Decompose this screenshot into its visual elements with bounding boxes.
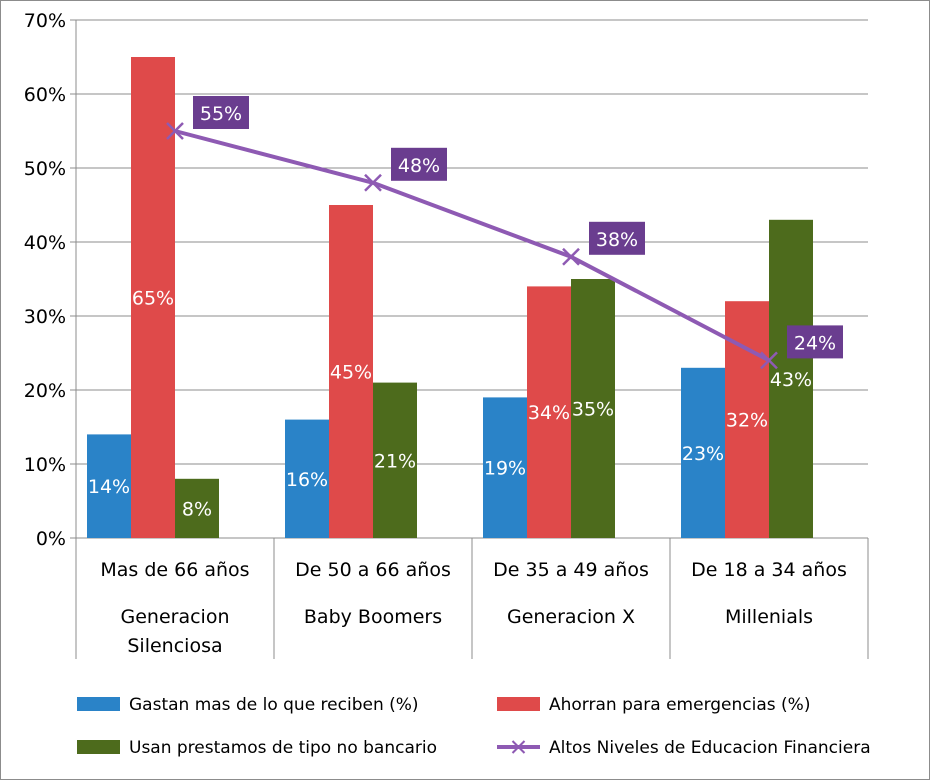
bar [571, 279, 615, 538]
line-data-label-box [391, 147, 447, 181]
x-category-label: Generacion [121, 606, 230, 628]
line-marker [364, 173, 382, 192]
x-category-label: De 35 a 49 años [493, 559, 649, 581]
bar-data-label: 35% [572, 399, 614, 421]
y-tick-label: 70% [24, 10, 66, 32]
legend-item: Gastan mas de lo que reciben (%) [77, 695, 419, 715]
bar-data-label: 45% [330, 362, 372, 384]
x-category-label: Generacion X [507, 606, 635, 628]
y-tick-label: 10% [24, 454, 66, 476]
y-tick-label: 30% [24, 306, 66, 328]
x-category-label: Silenciosa [127, 635, 222, 657]
bar [527, 286, 571, 538]
bar [483, 397, 527, 538]
line-marker [166, 122, 184, 140]
legend-label: Usan prestamos de tipo no bancario [129, 738, 437, 758]
bar [329, 205, 373, 538]
bar-data-label: 19% [484, 458, 526, 480]
bar-data-label: 34% [528, 402, 570, 424]
y-tick-label: 20% [24, 380, 66, 402]
x-category-label: Baby Boomers [304, 606, 442, 628]
legend-label: Gastan mas de lo que reciben (%) [129, 695, 419, 715]
legend-marker [511, 740, 526, 754]
marker-stroke [562, 247, 580, 266]
x-category-label: Millenials [725, 606, 813, 628]
y-tick-label: 0% [36, 528, 66, 550]
line-data-label-box [787, 325, 843, 359]
legend-swatch [77, 697, 120, 711]
bar [87, 434, 131, 538]
y-tick-label: 60% [24, 84, 66, 106]
legend-item: Usan prestamos de tipo no bancario [77, 738, 437, 758]
legend-swatch [77, 740, 120, 754]
x-category-label: De 50 a 66 años [295, 559, 451, 581]
bar [175, 478, 219, 538]
y-tick-label: 40% [24, 232, 66, 254]
line-marker [562, 247, 580, 266]
legend-item: Ahorran para emergencias (%) [497, 695, 810, 715]
line-marker [760, 351, 778, 370]
line-data-label: 38% [596, 229, 638, 251]
legend-swatch [497, 697, 540, 711]
bar-data-label: 65% [132, 288, 174, 310]
bar-data-label: 14% [88, 476, 130, 498]
bar [373, 382, 417, 538]
line-data-label: 24% [794, 332, 836, 354]
legend-label: Altos Niveles de Educacion Financiera [549, 738, 871, 758]
marker-stroke [364, 173, 382, 192]
line-series [174, 129, 770, 363]
bar-data-label: 8% [182, 498, 212, 520]
line-data-label: 48% [398, 155, 440, 177]
marker-stroke [166, 122, 184, 140]
bar-data-label: 32% [726, 410, 768, 432]
line-data-label-box [193, 96, 249, 129]
x-category-label: De 18 a 34 años [691, 559, 847, 581]
bar [285, 419, 329, 538]
bar-data-label: 43% [770, 369, 812, 391]
bar-data-label: 16% [286, 469, 328, 491]
bar [769, 219, 813, 539]
legend-label: Ahorran para emergencias (%) [549, 695, 810, 715]
legend-item: Altos Niveles de Educacion Financiera [497, 738, 871, 758]
bar-data-label: 21% [374, 450, 416, 472]
bar [681, 367, 725, 538]
marker-stroke [760, 351, 778, 370]
y-tick-label: 50% [24, 158, 66, 180]
line-data-label-box [589, 221, 645, 255]
bar-data-label: 23% [682, 443, 724, 465]
line-data-label: 55% [200, 103, 242, 125]
x-category-label: Mas de 66 años [100, 559, 249, 581]
